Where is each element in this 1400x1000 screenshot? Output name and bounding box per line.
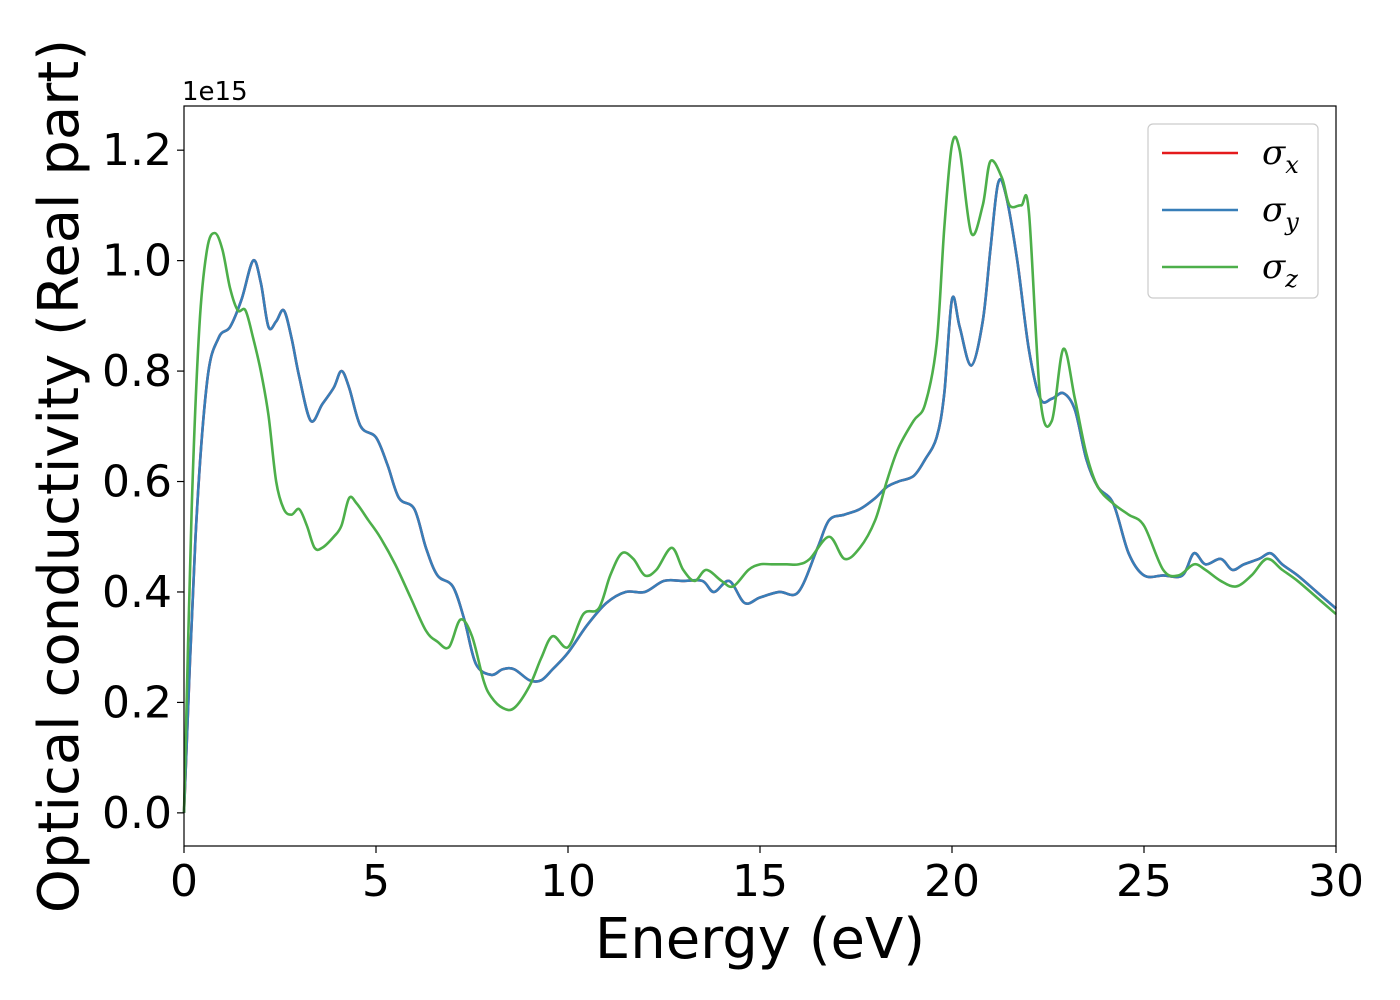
- y-tick-label: 0.8: [102, 346, 172, 397]
- y-axis-title: Optical conductivity (Real part): [27, 39, 92, 913]
- series-line-sigma-z: [182, 135, 1337, 813]
- legend-label-sigma-x: σx: [1262, 133, 1299, 179]
- legend: σx σy σz: [1147, 123, 1319, 299]
- x-axis-title: Energy (eV): [595, 907, 925, 972]
- y-tick-label: 1.2: [102, 125, 172, 176]
- x-tick-label: 20: [924, 856, 980, 907]
- plot-background: [184, 106, 1336, 846]
- y-tick-label: 0.2: [102, 677, 172, 728]
- legend-label-sigma-z: σz: [1262, 247, 1298, 293]
- legend-label-sigma-y: σy: [1262, 190, 1299, 236]
- x-axis-ticks: 0 5 10 15 20 25 30: [170, 846, 1364, 907]
- y-offset-label: 1e15: [182, 77, 248, 107]
- x-tick-label: 10: [540, 856, 596, 907]
- x-tick-label: 25: [1116, 856, 1172, 907]
- y-tick-label: 1.0: [102, 236, 172, 287]
- y-tick-label: 0.6: [102, 457, 172, 508]
- x-tick-label: 15: [732, 856, 788, 907]
- y-tick-label: 0.4: [102, 567, 172, 618]
- x-tick-label: 0: [170, 856, 198, 907]
- y-axis-ticks: 0.0 0.2 0.4 0.6 0.8 1.0 1.2: [102, 125, 184, 839]
- series-layer: [182, 135, 1337, 813]
- x-tick-label: 30: [1308, 856, 1364, 907]
- x-tick-label: 5: [362, 856, 390, 907]
- y-tick-label: 0.0: [102, 788, 172, 839]
